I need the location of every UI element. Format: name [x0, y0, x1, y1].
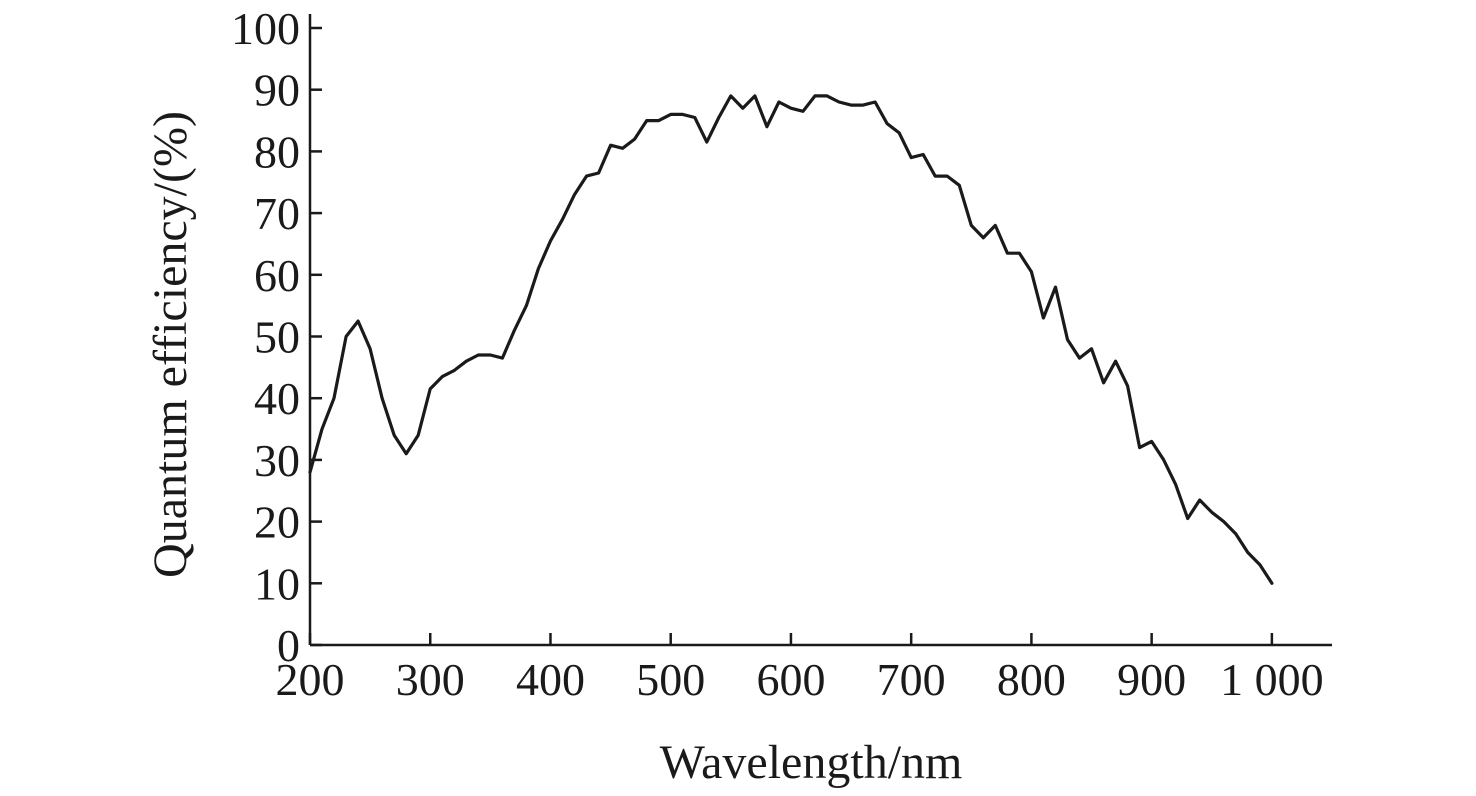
series-line: [308, 94, 1274, 585]
y-tick-label: 10: [254, 558, 300, 609]
x-tick-label: 800: [997, 654, 1066, 705]
x-axis-title: Wavelength/nm: [660, 736, 963, 789]
y-tick-label: 100: [231, 3, 300, 54]
x-tick-label: 200: [276, 654, 345, 705]
y-tick-label: 90: [254, 65, 300, 116]
y-ticks: 0 10 20 30 40 50 60 70 80 90 100: [231, 3, 322, 671]
y-tick-label: 60: [254, 250, 300, 301]
y-tick-label: 20: [254, 497, 300, 548]
x-tick-label: 1 000: [1220, 654, 1324, 705]
x-tick-label: 400: [516, 654, 585, 705]
axes: [308, 14, 1332, 647]
y-tick-label: 50: [254, 312, 300, 363]
y-tick-label: 0: [277, 620, 300, 671]
y-tick-label: 70: [254, 188, 300, 239]
x-tick-label: 300: [396, 654, 465, 705]
x-tick-label: 900: [1117, 654, 1186, 705]
x-tick-label: 600: [756, 654, 825, 705]
y-axis-title: Quantum efficiency/(%): [144, 111, 197, 578]
series-group: [308, 94, 1274, 585]
x-tick-label: 700: [877, 654, 946, 705]
y-tick-label: 40: [254, 373, 300, 424]
x-tick-label: 500: [636, 654, 705, 705]
y-tick-label: 30: [254, 435, 300, 486]
x-ticks: 200 300 400 500 600 700 800 900 1 000: [276, 633, 1324, 705]
y-tick-label: 80: [254, 126, 300, 177]
